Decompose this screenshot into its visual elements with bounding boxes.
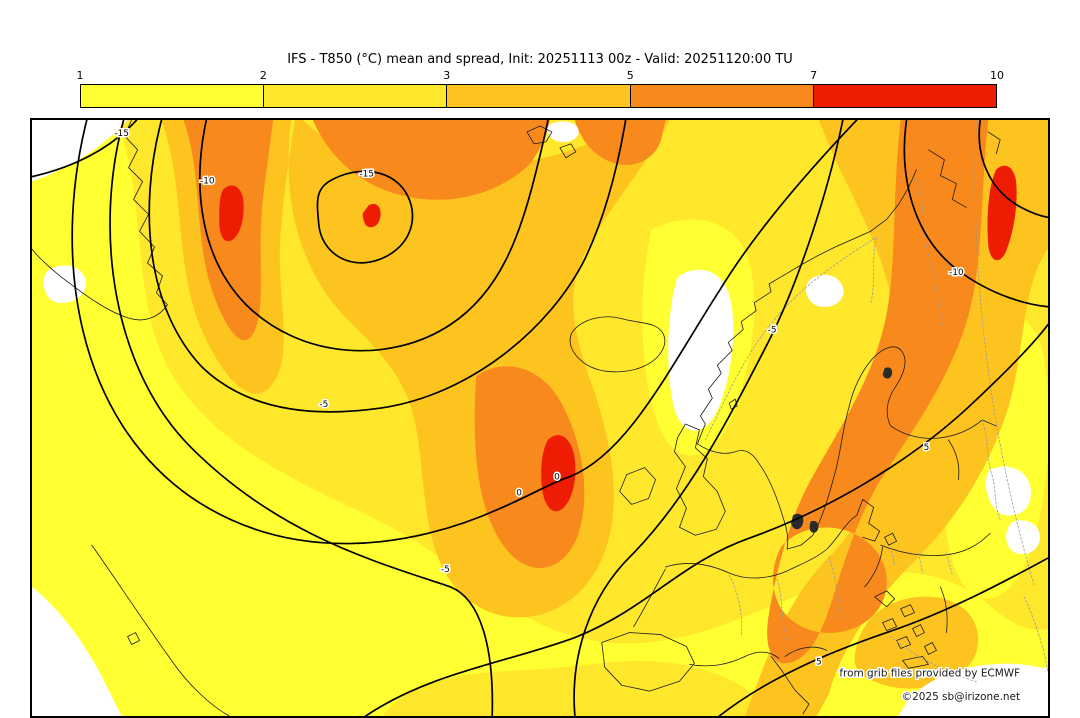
contour-label: -5 [319,400,328,410]
contour-line-4 [148,120,627,413]
contour-line-7 [573,120,844,716]
contour-line-9 [718,557,1048,716]
page-title: IFS - T850 (°C) mean and spread, Init: 2… [287,52,793,67]
spread-colorbar: 1 2 3 5 7 10 [76,69,1005,108]
contour-line-6 [71,120,858,545]
coastline-western-europe [601,499,991,715]
colorbar-tick-1: 1 [76,69,84,82]
contour-line-11 [978,120,1048,219]
contour-label: -5 [441,565,450,575]
contour-label: -10 [200,177,215,187]
colorbar-segment-3-5 [446,85,630,107]
colorbar-tick-7: 7 [810,69,818,82]
contour-label: 0 [554,473,560,483]
colorbar-tick-labels: 1 2 3 5 7 10 [76,69,1005,84]
coastline-british-isles [619,398,738,536]
spread-fill-regions [32,120,1048,716]
temperature-mean-contours [32,120,1048,716]
coastline-greenland [32,120,168,321]
colorbar-tick-5: 5 [626,69,634,82]
contour-line-10 [903,120,1048,308]
contour-line-5 [109,120,494,716]
contour-line-3 [199,120,549,352]
spread-region-level3 [161,120,1048,716]
spread-region-level4 [183,120,989,664]
attribution-ecmwf: from grib files provided by ECMWF [839,667,1020,679]
contour-label: -15 [114,129,129,139]
forecast-map: -15 -15 -10 -5 -5 0 0 -5 5 5 -10 from gr… [30,118,1050,718]
contour-line-2 [316,170,414,264]
colorbar-segment-5-7 [629,85,813,107]
colorbar-bar [80,84,997,108]
contour-line-1 [32,120,138,178]
contour-label: 5 [816,657,822,667]
coastline-iceland [569,316,666,373]
coastline-scandinavia [696,131,1001,550]
colorbar-segment-2-3 [263,85,447,107]
colorbar-tick-2: 2 [259,69,267,82]
contour-label: -10 [949,268,964,278]
contour-line-8 [364,323,1048,716]
coastline-africa [91,544,230,716]
map-canvas: -15 -15 -10 -5 -5 0 0 -5 5 5 -10 from gr… [32,120,1048,716]
map-attribution: from grib files provided by ECMWF ©2025 … [838,666,1022,705]
coastline-svalbard [526,125,577,159]
colorbar-segment-7-10 [812,85,997,107]
contour-label: -5 [768,326,777,336]
border-lines [704,120,1048,683]
contour-labels: -15 -15 -10 -5 -5 0 0 -5 5 5 -10 [113,127,966,668]
contour-label: -15 [359,170,374,180]
colorbar-tick-10: 10 [990,69,1004,82]
colorbar-tick-3: 3 [443,69,451,82]
contour-label: 0 [516,488,522,498]
attribution-copyright: ©2025 sb@irizone.net [902,691,1020,703]
colorbar-segment-1-2 [81,85,264,107]
country-borders [704,120,1048,683]
contour-label: 5 [924,443,930,453]
